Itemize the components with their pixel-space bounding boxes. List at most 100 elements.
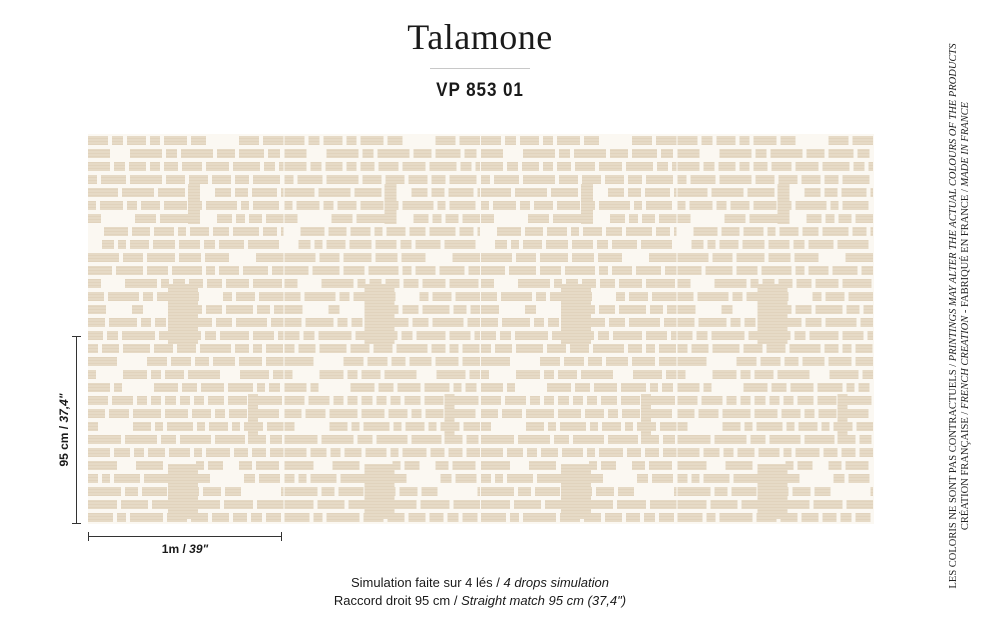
pattern-tile (123, 370, 147, 379)
pattern-tile (400, 240, 412, 249)
pattern-tile (435, 136, 456, 145)
pattern-tile (780, 513, 798, 522)
pattern-tile (804, 409, 815, 418)
pattern-tile (758, 448, 780, 457)
pattern-tile (605, 175, 624, 184)
pattern-tile (573, 396, 583, 405)
pattern-tile (205, 253, 229, 262)
pattern-tile (279, 162, 284, 171)
pattern-tile (411, 409, 422, 418)
pattern-tile (266, 513, 281, 522)
pattern-tile (644, 409, 672, 418)
pattern-tile (599, 162, 622, 171)
pattern-tile (616, 292, 625, 301)
pattern-tile (122, 188, 154, 197)
pattern-tile (693, 227, 718, 236)
pattern-tile (172, 266, 202, 275)
pattern-tile (351, 422, 360, 431)
pattern-tile (855, 357, 873, 366)
pattern-tile (147, 266, 168, 275)
pattern-tile (402, 201, 434, 210)
pattern-tile (535, 487, 560, 496)
pattern-tile (157, 292, 177, 301)
pattern-tile (612, 240, 637, 249)
pattern-tile (804, 188, 821, 197)
pattern-tile (402, 305, 419, 314)
pattern-tile (768, 253, 791, 262)
pattern-tile (677, 396, 698, 405)
pattern-tile (558, 396, 569, 405)
pattern-tile (343, 357, 364, 366)
pattern-tile (721, 227, 740, 236)
pattern-tile (213, 357, 235, 366)
pattern-tile (716, 201, 727, 210)
pattern-tile (331, 214, 353, 223)
pattern-tile (141, 318, 151, 327)
pattern-tile (481, 305, 499, 314)
pattern-tile (256, 461, 279, 470)
pattern-tile (375, 253, 398, 262)
pattern-tile (613, 331, 642, 340)
pattern-tile (599, 266, 608, 275)
pattern-tile (707, 240, 716, 249)
pattern-tile (753, 136, 777, 145)
pattern-tile (195, 357, 209, 366)
pattern-tile (208, 461, 223, 470)
pattern-tile (453, 383, 462, 392)
pattern-tile (703, 383, 712, 392)
pattern-tile (367, 357, 388, 366)
pattern-tile (319, 344, 347, 353)
pattern-tile (223, 292, 232, 301)
pattern-block (757, 284, 788, 344)
pattern-tile (200, 344, 231, 353)
pattern-tile (360, 201, 384, 210)
pattern-tile (677, 188, 708, 197)
pattern-tile (746, 292, 767, 301)
pattern-tile (737, 448, 755, 457)
pattern-tile (101, 175, 126, 184)
pattern-tile (677, 214, 691, 223)
pattern-tile (846, 500, 873, 509)
pattern-tile (505, 136, 516, 145)
pattern-tile (449, 175, 477, 184)
pattern-tile (870, 227, 873, 236)
pattern-tile (377, 149, 410, 158)
wallpaper-pattern-preview (88, 134, 874, 524)
pattern-tile (431, 175, 446, 184)
pattern-tile (310, 448, 327, 457)
pattern-tile (525, 227, 543, 236)
pattern-tile (429, 513, 444, 522)
pattern-tile (518, 279, 550, 288)
pattern-tile (431, 188, 445, 197)
pattern-tile (373, 344, 393, 353)
pattern-tile (225, 487, 241, 496)
pattern-tile (677, 162, 700, 171)
pattern-tile (691, 344, 709, 353)
pattern-tile (474, 331, 480, 340)
pattern-tile (754, 409, 778, 418)
pattern-tile (206, 201, 237, 210)
pattern-tile (284, 435, 318, 444)
pattern-tile (628, 175, 642, 184)
pattern-tile (284, 214, 298, 223)
pattern-tile (570, 344, 589, 353)
pattern-tile (88, 318, 105, 327)
pattern-tile (253, 279, 282, 288)
pattern-tile (665, 266, 677, 275)
pattern-tile (822, 162, 850, 171)
pattern-tile (284, 279, 298, 288)
pattern-tile (748, 331, 765, 340)
pattern-block (561, 284, 591, 344)
pattern-tile (179, 253, 201, 262)
pattern-tile (725, 461, 753, 470)
pattern-tile (392, 461, 401, 470)
pattern-block (168, 284, 198, 344)
pattern-tile (326, 240, 346, 249)
pattern-tile (284, 513, 310, 522)
pattern-tile (544, 396, 554, 405)
pattern-tile (304, 292, 336, 301)
pattern-tile (226, 305, 253, 314)
pattern-tile (239, 149, 264, 158)
pattern-tile (401, 253, 426, 262)
pattern-tile (663, 448, 677, 457)
